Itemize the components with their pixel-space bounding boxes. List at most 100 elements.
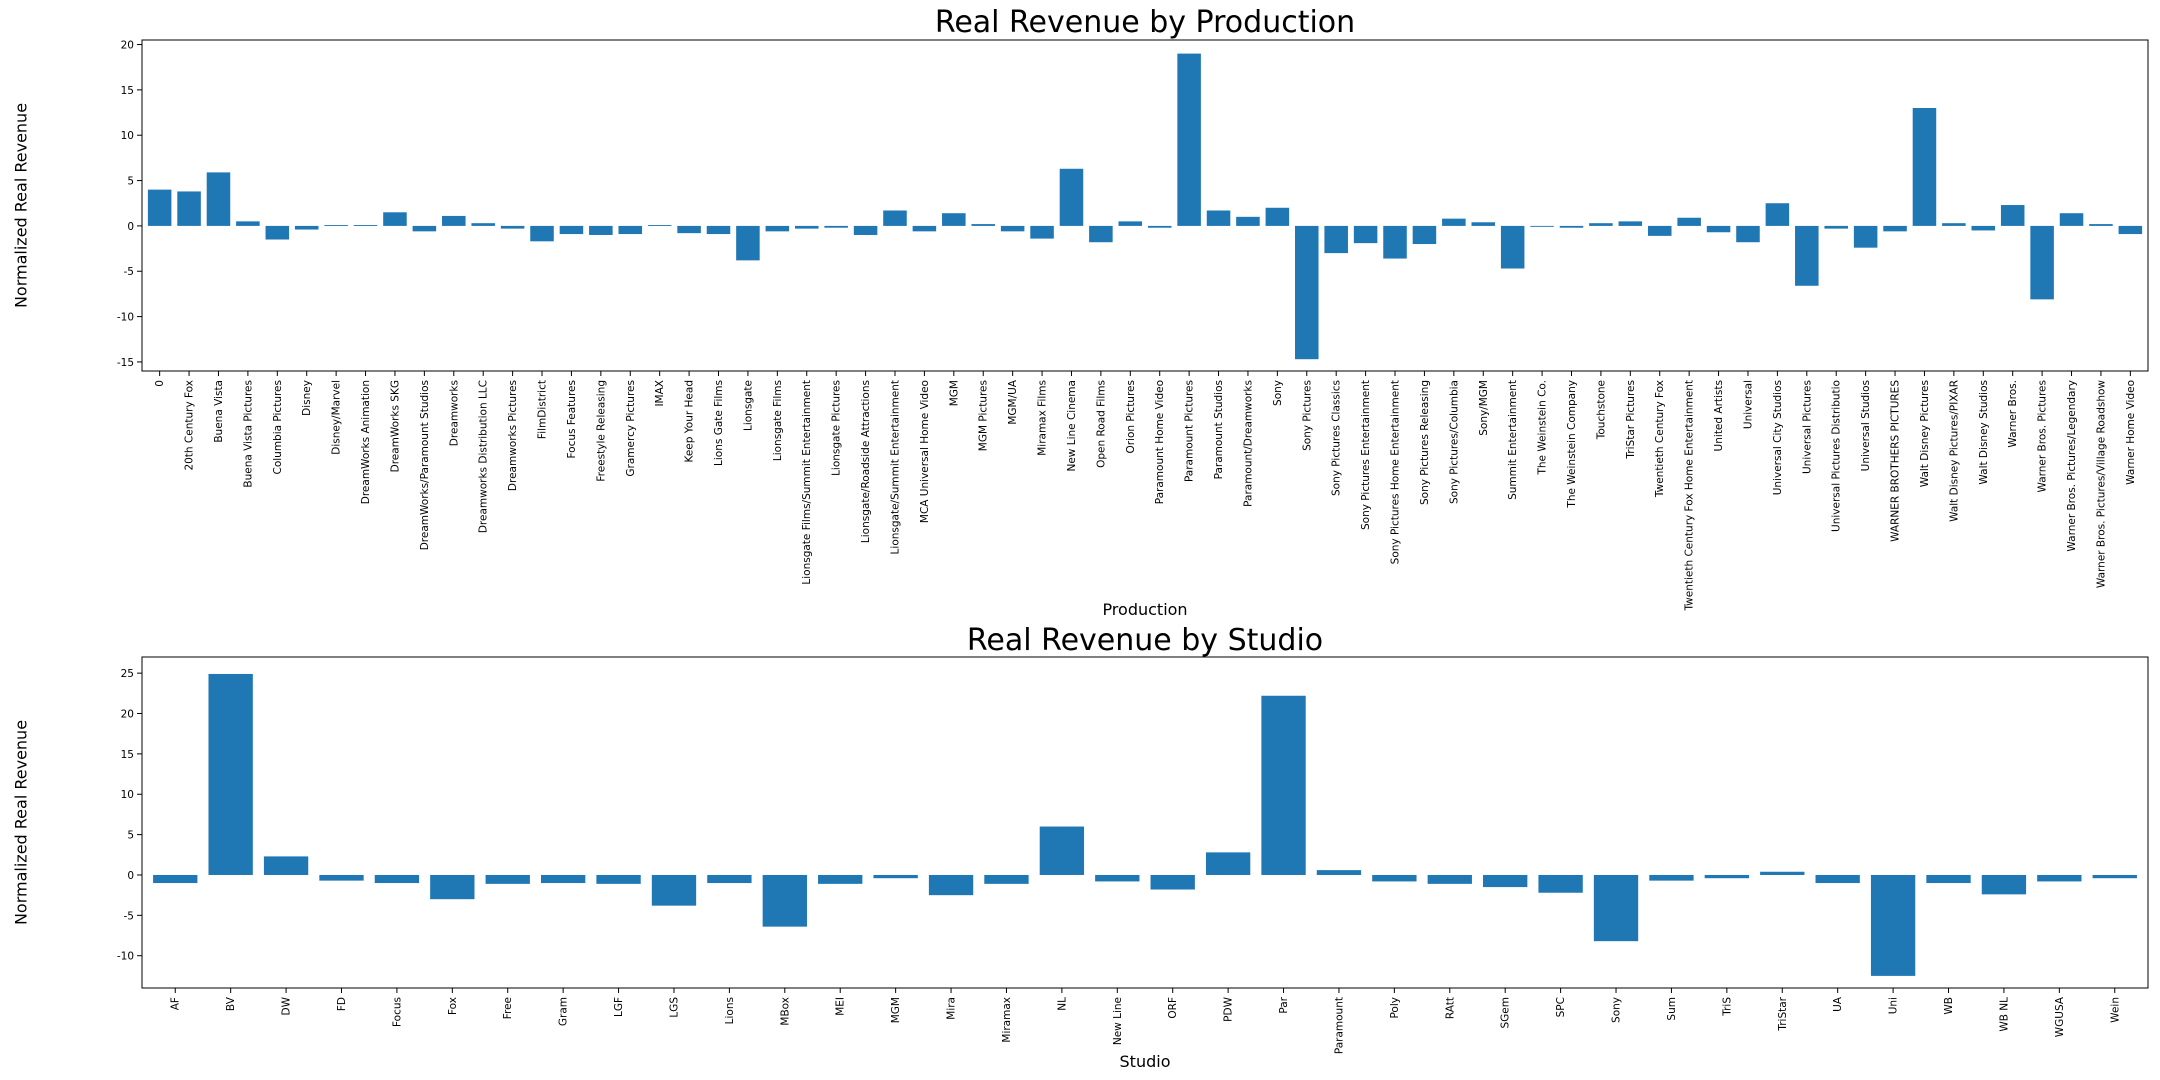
bar [1118,221,1143,226]
x-tick-label: Summit Entertainment [1507,380,1519,500]
x-tick-label: Paramount [1333,997,1345,1054]
x-tick-label: Lions [724,997,736,1024]
x-tick-label: LGF [613,997,625,1017]
bar [971,224,995,226]
x-tick-label: Walt Disney Studios [1978,380,1990,485]
x-tick-label: Warner Bros. Pictures/Village Roadshow [2095,380,2107,589]
bar [1324,225,1348,254]
x-tick-label: Paramount Studios [1213,380,1225,479]
y-tick-label: 5 [127,830,134,842]
bar [1442,218,1466,226]
bar [147,189,172,226]
x-tick-label: PDW [1223,996,1235,1021]
x-tick-label: Sony Pictures Home Entertainment [1390,380,1402,564]
x-tick-label: Disney [301,380,313,416]
studio-revenue-chart: Real Revenue by Studio Studio Normalized… [12,623,2149,1071]
x-tick-group: AF BV DW FD Focus Fox Free Gram LGF LGS Lions MBox M… [170,988,2121,1054]
x-tick-label: Free [502,997,514,1019]
x-tick-label: UA [1832,996,1844,1012]
bar [928,874,974,896]
bar [177,191,201,226]
x-tick-label: FilmDistrict [537,380,549,439]
x-tick-label: Lionsgate/Summit Entertainment [889,380,901,554]
bar [1736,225,1760,243]
x-axis-label: Production [1102,600,1187,619]
bar [589,225,613,235]
x-tick-label: Miramax Films [1037,380,1049,456]
bar [1030,225,1054,239]
x-tick-label: Sony/MGM [1478,380,1490,436]
x-tick-label: Lionsgate [742,380,754,431]
x-tick-label: Sony [1611,997,1623,1023]
y-tick-group: -15 -10 -5 0 5 10 15 20 [117,40,142,369]
x-tick-label: Columbia Pictures [272,380,284,475]
bar [324,224,348,226]
x-tick-label: WB [1943,997,1955,1015]
bar [1677,217,1701,226]
x-tick-label: Lionsgate Films/Summit Entertainment [801,380,813,585]
y-tick-label: 0 [127,870,134,882]
bar [707,874,752,884]
bar [1095,874,1140,882]
x-tick-label: Sum [1666,997,1678,1021]
x-tick-group: 0 20th Century Fox Buena Vista Buena Vista … [154,371,2137,612]
y-tick-label: -15 [117,357,134,369]
bar [1760,871,1805,875]
x-tick-label: Sony [1272,380,1284,406]
bar [1236,216,1260,226]
bar [2000,205,2025,226]
x-tick-label: Sony Pictures/Columbia [1448,380,1460,504]
bar [1261,695,1306,875]
y-axis-label: Normalized Real Revenue [12,103,31,308]
bar [263,856,309,875]
x-tick-label: Fox [447,997,459,1015]
y-tick-label: 25 [121,668,134,680]
bar-group [147,53,2143,360]
bar [412,225,437,232]
x-tick-label: United Artists [1713,380,1725,451]
bar [374,874,420,884]
bar [485,874,530,884]
bar [1559,225,1584,228]
bar [1815,874,1860,884]
bar [1870,874,1916,976]
bar [873,874,918,879]
y-tick-label: -5 [124,910,134,922]
x-tick-label: New Line Cinema [1066,380,1078,472]
bar [1593,874,1639,942]
x-tick-label: Buena Vista [213,380,225,443]
x-tick-label: Paramount Pictures [1184,380,1196,482]
bar [1206,210,1231,226]
x-tick-label: Sony Pictures [1301,380,1313,451]
x-tick-label: Orion Pictures [1125,380,1137,454]
bar [762,874,807,927]
bar [2037,874,2082,882]
bar [706,225,731,235]
bar [883,210,907,226]
x-tick-label: Lions Gate Films [713,380,725,466]
x-tick-label: Gramercy Pictures [625,380,637,477]
x-tick-label: Par [1278,996,1290,1013]
x-tick-label: DreamWorks Animation [360,380,372,504]
x-tick-label: Gram [558,997,570,1026]
x-tick-label: SPC [1555,997,1567,1017]
bar [1853,225,1878,248]
x-tick-label: MBox [779,997,791,1026]
bar [1912,108,1937,226]
bar [294,225,319,230]
y-tick-label: -5 [124,266,134,278]
x-tick-label: Disney/Marvel [331,380,343,455]
bar [1205,852,1251,875]
x-tick-label: MCA Universal Home Video [919,380,931,523]
bar [1150,874,1195,890]
bar [1059,168,1084,226]
x-tick-label: ORF [1167,997,1179,1019]
x-tick-label: DreamWorks SKG [389,380,401,472]
y-tick-label: 20 [121,40,134,52]
x-tick-label: MGM/UA [1007,379,1019,424]
x-axis-label: Studio [1120,1052,1171,1071]
bar [1483,874,1528,888]
bar [912,225,937,232]
bar [736,225,760,261]
x-tick-label: Freestyle Releasing [595,380,607,482]
